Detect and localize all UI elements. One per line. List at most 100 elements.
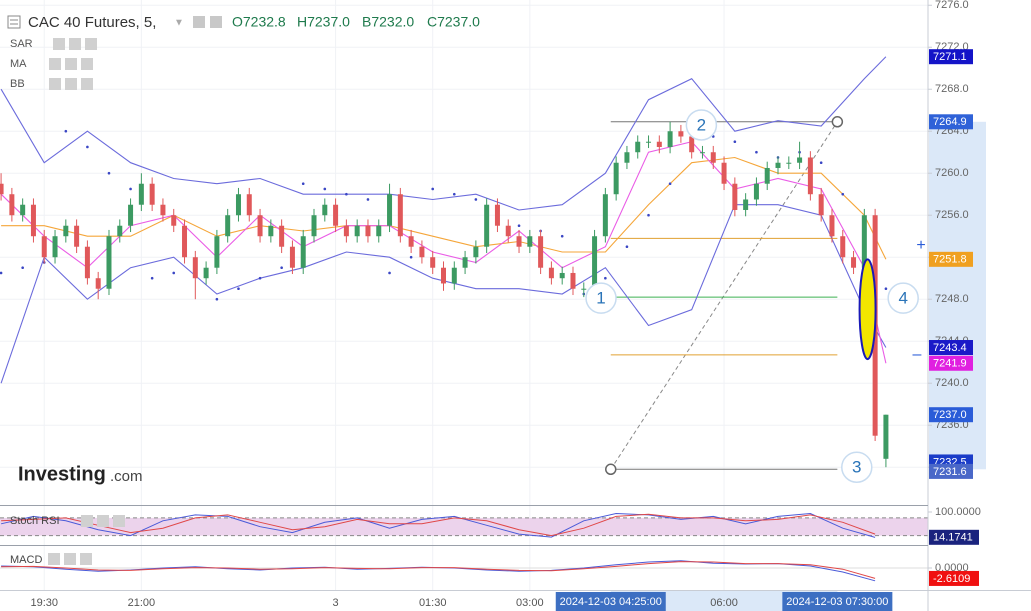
candle-body	[559, 272, 565, 279]
x-tick-label: 21:00	[128, 597, 156, 609]
sar-dot	[625, 245, 629, 249]
price-label-box	[929, 49, 973, 65]
candle-body	[743, 199, 749, 210]
candle-body	[462, 257, 468, 268]
candle-body	[851, 257, 857, 268]
icon[interactable]	[65, 78, 77, 90]
oscillator-line	[1, 513, 876, 537]
oscillator-line	[0, 512, 876, 538]
y-tick-label: 0.0000	[935, 562, 969, 574]
candle-body	[225, 215, 231, 237]
icon[interactable]	[49, 78, 61, 90]
time-highlight-box	[555, 592, 666, 611]
marker-label: 3	[852, 458, 861, 477]
candle-body	[289, 246, 295, 268]
logo-name: Investing	[18, 463, 106, 485]
candle-body	[52, 236, 58, 258]
price-label-box	[929, 340, 973, 356]
eye-icon[interactable]	[193, 16, 205, 28]
candle-body	[624, 152, 630, 163]
zoom-out[interactable]: –	[913, 346, 922, 363]
zoom-in[interactable]: +	[916, 237, 925, 254]
highlight-ellipse	[858, 258, 877, 361]
candle-body	[387, 194, 393, 226]
candle-body	[41, 236, 47, 258]
candle-body	[365, 225, 371, 237]
under-layer: 7276.07272.07268.07264.07260.07256.07252…	[0, 0, 986, 611]
icon[interactable]	[48, 553, 60, 565]
oscillator-line	[1, 561, 876, 579]
price-label-box	[929, 114, 973, 130]
pane-label: Stoch RSI	[10, 515, 60, 527]
collapse-icon[interactable]	[7, 15, 21, 29]
candle-body	[494, 204, 500, 226]
instrument-title: CAC 40 Futures, 5,	[28, 14, 156, 31]
indicator-label[interactable]: SAR	[10, 38, 33, 50]
icon[interactable]	[97, 515, 109, 527]
icon[interactable]	[64, 553, 76, 565]
candle-body	[192, 257, 198, 279]
ohlc-close: C7237.0	[427, 14, 480, 30]
price-label-box	[929, 463, 973, 479]
candle-body	[764, 167, 770, 184]
marker-label: 1	[596, 289, 605, 308]
sar-dot	[452, 192, 456, 196]
last-value-box	[929, 529, 979, 545]
candle-body	[343, 225, 349, 237]
icon[interactable]	[81, 58, 93, 70]
candle-body	[203, 267, 209, 279]
marker-circle	[887, 282, 919, 314]
candle-body	[775, 162, 781, 168]
icon[interactable]	[81, 78, 93, 90]
candle-body	[602, 194, 608, 237]
sar-dot	[258, 276, 262, 280]
y-tick-label: 7240.0	[935, 377, 969, 389]
marker-circle	[685, 109, 718, 141]
settings-icon[interactable]	[210, 16, 222, 28]
sar-dot	[107, 171, 111, 175]
candle-body	[376, 225, 382, 237]
indicator-line	[0, 56, 887, 211]
y-tick-label: 100.0000	[935, 506, 981, 518]
candle-body	[279, 225, 285, 247]
sar-dot	[280, 266, 283, 270]
time-axis-band	[610, 591, 838, 611]
sar-dot	[388, 271, 391, 275]
candle-body	[9, 194, 15, 216]
candle-body	[30, 204, 36, 237]
candle-body	[656, 141, 662, 147]
sar-dot	[64, 129, 68, 133]
last-value-label: -2.6109	[933, 573, 970, 585]
candle-body	[451, 267, 457, 284]
y-tick-label: 7248.0	[935, 293, 969, 305]
price-label-box	[929, 407, 973, 423]
indicator-label[interactable]: BB	[10, 78, 25, 90]
x-tick-label: 19:30	[30, 597, 58, 609]
icon[interactable]	[80, 553, 92, 565]
sar-dot	[884, 287, 888, 291]
dropdown-arrow[interactable]: ▼	[174, 18, 184, 29]
candle-body	[613, 162, 619, 195]
candle-body	[689, 136, 695, 153]
candle-body	[786, 162, 792, 164]
icon[interactable]	[53, 38, 65, 50]
price-label: 7243.4	[933, 342, 967, 354]
trend-line	[610, 121, 838, 470]
icon[interactable]	[49, 58, 61, 70]
candle-body	[138, 183, 144, 205]
price-label: 7271.1	[933, 51, 967, 63]
indicator-label[interactable]: MA	[10, 58, 27, 70]
icon[interactable]	[69, 38, 81, 50]
price-label: 7231.6	[933, 466, 967, 478]
candle-body	[484, 204, 490, 247]
icon[interactable]	[81, 515, 93, 527]
icon[interactable]	[113, 515, 125, 527]
sar-dot	[323, 187, 327, 191]
candle-body	[883, 414, 889, 459]
icon[interactable]	[85, 38, 97, 50]
candle-body	[0, 183, 4, 195]
icon[interactable]	[65, 58, 77, 70]
candle-body	[732, 183, 738, 210]
x-tick-label: 01:30	[419, 597, 447, 609]
